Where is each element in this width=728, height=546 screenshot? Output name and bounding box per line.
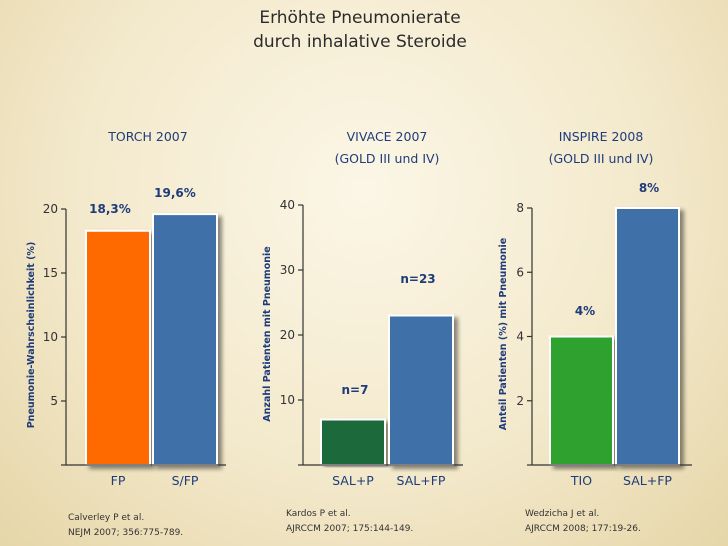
category-label-torch-1: FP bbox=[111, 473, 126, 488]
y-tick-label-torch-10: 10 bbox=[43, 330, 58, 344]
chart-title-vivace-1: VIVACE 2007 bbox=[347, 129, 428, 144]
data-label-inspire-1: 4% bbox=[575, 304, 595, 318]
data-label-vivace-1: n=7 bbox=[342, 383, 369, 397]
reference-torch: Calverley P et al. NEJM 2007; 356:775-78… bbox=[68, 511, 183, 541]
bar-inspire-sal-fp bbox=[615, 207, 680, 466]
y-axis-label-vivace: Anzahl Patienten mit Pneumonie bbox=[262, 246, 273, 421]
bar-vivace-sal-fp bbox=[388, 314, 454, 466]
bar-inspire-tio bbox=[549, 335, 614, 466]
chart-title-inspire-2: (GOLD III und IV) bbox=[549, 151, 654, 166]
category-label-vivace-2: SAL+FP bbox=[397, 473, 446, 488]
data-label-vivace-2: n=23 bbox=[400, 272, 435, 286]
bar-torch-fp bbox=[85, 229, 151, 466]
reference-torch-line-1: Calverley P et al. bbox=[68, 513, 145, 523]
category-label-inspire-2: SAL+FP bbox=[623, 473, 672, 488]
data-label-inspire-2: 8% bbox=[639, 181, 659, 195]
bar-torch-s-fp bbox=[152, 213, 218, 466]
reference-inspire-line-1: Wedzicha J et al. bbox=[525, 509, 600, 519]
y-tick-label-vivace-40: 40 bbox=[280, 198, 295, 212]
y-tick-label-torch-20: 20 bbox=[43, 202, 58, 216]
slide-title-line-1: Erhöhte Pneumonierate bbox=[259, 8, 461, 28]
slide-title: Erhöhte Pneumonierate durch inhalative S… bbox=[200, 6, 520, 54]
y-tick-label-torch-5: 5 bbox=[50, 394, 58, 408]
category-label-inspire-1: TIO bbox=[570, 473, 592, 488]
chart-title-vivace-2: (GOLD III und IV) bbox=[335, 151, 440, 166]
y-axis-label-torch: Pneumonie-Wahrscheinlichkeit (%) bbox=[26, 242, 37, 429]
y-tick-label-inspire-4: 4 bbox=[516, 330, 524, 344]
bar-vivace-sal-p bbox=[320, 418, 386, 466]
chart-title-inspire-1: INSPIRE 2008 bbox=[559, 129, 644, 144]
y-tick-label-inspire-2: 2 bbox=[516, 394, 524, 408]
chart-title-torch-1: TORCH 2007 bbox=[107, 129, 187, 144]
category-label-torch-2: S/FP bbox=[172, 473, 199, 488]
reference-vivace-line-2: AJRCCM 2007; 175:144-149. bbox=[286, 524, 414, 534]
y-axis-label-inspire: Anteil Patienten (%) mit Pneumonie bbox=[498, 238, 509, 430]
y-tick-label-vivace-30: 30 bbox=[280, 263, 295, 277]
data-label-torch-1: 18,3% bbox=[89, 202, 131, 216]
slide-title-line-2: durch inhalative Steroide bbox=[253, 32, 467, 52]
y-tick-label-torch-15: 15 bbox=[43, 266, 58, 280]
reference-inspire: Wedzicha J et al. AJRCCM 2008; 177:19-26… bbox=[525, 507, 641, 537]
reference-inspire-line-2: AJRCCM 2008; 177:19-26. bbox=[525, 524, 641, 534]
y-tick-label-vivace-10: 10 bbox=[280, 393, 295, 407]
y-tick-label-inspire-6: 6 bbox=[516, 265, 524, 279]
category-label-vivace-1: SAL+P bbox=[332, 473, 374, 488]
reference-vivace-line-1: Kardos P et al. bbox=[286, 509, 351, 519]
y-tick-label-inspire-8: 8 bbox=[516, 201, 524, 215]
y-tick-label-vivace-20: 20 bbox=[280, 328, 295, 342]
reference-vivace: Kardos P et al. AJRCCM 2007; 175:144-149… bbox=[286, 507, 413, 537]
data-label-torch-2: 19,6% bbox=[154, 186, 196, 200]
reference-torch-line-2: NEJM 2007; 356:775-789. bbox=[68, 528, 184, 538]
